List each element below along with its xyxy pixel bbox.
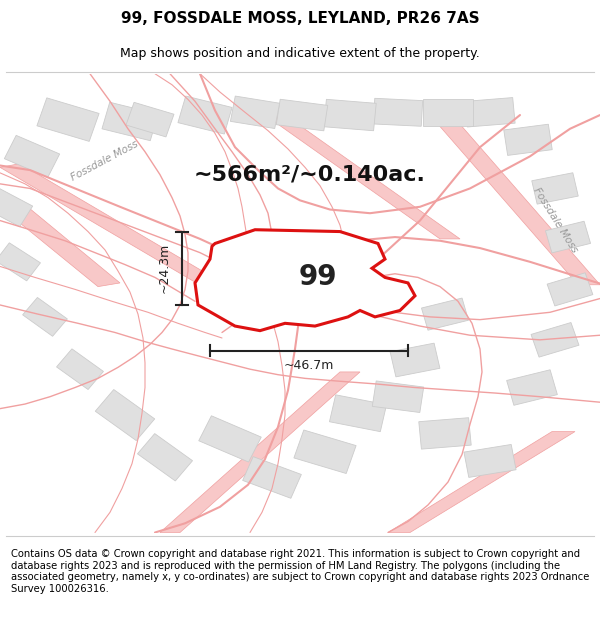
Polygon shape [37, 98, 99, 141]
Polygon shape [199, 416, 261, 462]
Polygon shape [388, 432, 575, 532]
Polygon shape [0, 202, 120, 287]
Polygon shape [464, 444, 516, 478]
Polygon shape [137, 434, 193, 481]
Polygon shape [178, 96, 232, 134]
Polygon shape [329, 395, 386, 432]
Text: 99, FOSSDALE MOSS, LEYLAND, PR26 7AS: 99, FOSSDALE MOSS, LEYLAND, PR26 7AS [121, 11, 479, 26]
Polygon shape [390, 343, 440, 377]
Polygon shape [532, 173, 578, 204]
Polygon shape [56, 349, 103, 389]
Text: Fossdale Moss: Fossdale Moss [531, 186, 579, 255]
Text: Map shows position and indicative extent of the property.: Map shows position and indicative extent… [120, 47, 480, 59]
Polygon shape [160, 372, 360, 532]
Polygon shape [504, 124, 552, 156]
Polygon shape [324, 99, 376, 131]
Polygon shape [242, 457, 301, 498]
Text: Fossdale Moss: Fossdale Moss [70, 139, 140, 183]
Polygon shape [95, 389, 155, 441]
Polygon shape [506, 370, 557, 405]
Text: ~566m²/~0.140ac.: ~566m²/~0.140ac. [194, 164, 426, 184]
Polygon shape [419, 418, 471, 449]
Polygon shape [0, 243, 40, 281]
Polygon shape [126, 102, 174, 137]
Text: 99: 99 [299, 263, 337, 291]
Polygon shape [423, 99, 473, 126]
Polygon shape [0, 187, 32, 227]
Polygon shape [265, 115, 460, 239]
Polygon shape [23, 298, 67, 336]
Text: ~46.7m: ~46.7m [284, 359, 334, 372]
Polygon shape [294, 430, 356, 474]
Polygon shape [195, 230, 415, 331]
Polygon shape [545, 221, 590, 253]
Polygon shape [276, 99, 328, 131]
Polygon shape [4, 136, 59, 178]
Polygon shape [372, 381, 424, 412]
Polygon shape [373, 98, 422, 126]
Polygon shape [0, 164, 260, 309]
Polygon shape [531, 322, 579, 357]
Polygon shape [547, 272, 593, 306]
Polygon shape [421, 298, 469, 330]
Polygon shape [230, 96, 280, 129]
Text: ~24.3m: ~24.3m [157, 243, 170, 293]
Polygon shape [102, 102, 158, 141]
Polygon shape [465, 98, 515, 127]
Polygon shape [430, 115, 600, 285]
Text: Contains OS data © Crown copyright and database right 2021. This information is : Contains OS data © Crown copyright and d… [11, 549, 589, 594]
